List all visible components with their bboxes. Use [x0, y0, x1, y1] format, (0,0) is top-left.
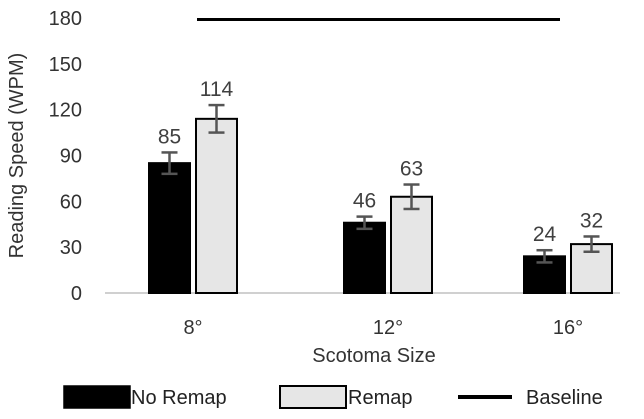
- y-tick-label: 90: [60, 146, 82, 168]
- legend-label-remap: Remap: [348, 387, 412, 409]
- bars: 85 46 24 114 63 32: [148, 78, 613, 295]
- x-tick-label: 8°: [183, 317, 202, 339]
- data-label: 24: [533, 223, 557, 246]
- y-tick-label: 0: [71, 283, 82, 305]
- data-label: 85: [158, 125, 181, 148]
- y-axis: 0 30 60 90 120 150 180 Reading Speed (WPM): [6, 8, 82, 305]
- data-label: 63: [400, 158, 423, 181]
- legend-swatch-remap: [279, 385, 347, 409]
- y-tick-label: 150: [49, 54, 82, 76]
- bar: [148, 162, 191, 294]
- legend: No Remap Remap Baseline: [63, 385, 603, 409]
- x-axis-label: Scotoma Size: [312, 345, 435, 367]
- y-axis-label: Reading Speed (WPM): [6, 53, 28, 259]
- x-tick-label: 12°: [373, 317, 403, 339]
- y-tick-label: 30: [60, 237, 82, 259]
- y-tick-label: 60: [60, 191, 82, 213]
- data-label: 46: [353, 190, 376, 213]
- x-tick-label: 16°: [553, 317, 583, 339]
- legend-label-no-remap: No Remap: [131, 387, 227, 409]
- bar: [390, 195, 433, 294]
- legend-swatch-no-remap: [63, 385, 131, 409]
- legend-label-baseline: Baseline: [526, 387, 603, 409]
- bar: [343, 221, 386, 295]
- x-axis: 8° 12° 16° Scotoma Size: [105, 292, 620, 367]
- data-label: 32: [580, 209, 603, 232]
- data-label: 114: [200, 78, 234, 101]
- y-tick-label: 180: [49, 8, 82, 30]
- y-tick-label: 120: [49, 100, 82, 122]
- bar: [195, 117, 238, 295]
